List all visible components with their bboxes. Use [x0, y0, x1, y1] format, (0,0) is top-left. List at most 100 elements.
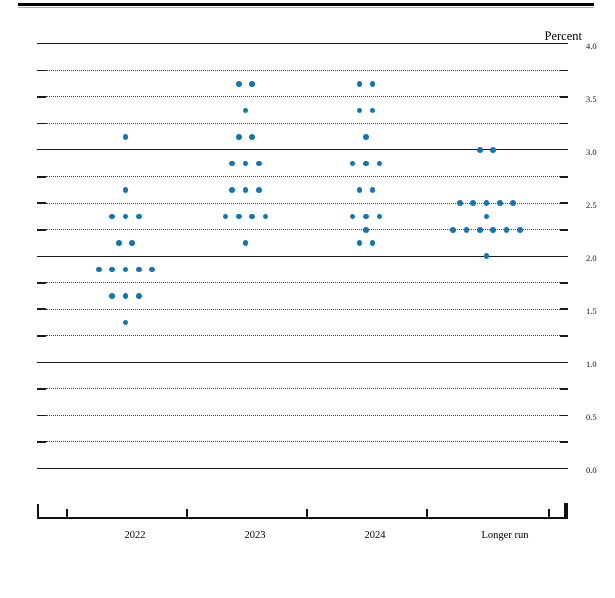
gridline-left-cap [37, 441, 46, 443]
projection-dot [242, 160, 249, 167]
projection-dot [249, 213, 255, 220]
projection-dot [96, 266, 102, 273]
projection-dot [356, 107, 363, 114]
projection-dot [229, 187, 235, 193]
top-border-rule-shadow [18, 6, 594, 8]
y-tick-label: 2.0 [586, 252, 597, 263]
projection-dot [450, 226, 457, 233]
projection-dot [457, 200, 463, 206]
projection-dot [236, 134, 242, 140]
gridline-solid [37, 361, 568, 363]
gridline-right-cap [559, 334, 568, 337]
gridline-right-cap [559, 388, 568, 390]
projection-dot [242, 240, 249, 246]
y-tick-label: 3.5 [586, 93, 597, 104]
y-tick-label: 3.0 [586, 146, 597, 157]
x-category-label: 2022 [124, 530, 146, 541]
projection-dot [356, 80, 363, 87]
y-tick-label: 1.0 [586, 358, 597, 369]
gridline-dotted [45, 441, 560, 443]
projection-dot [236, 80, 242, 87]
gridline-left-cap [37, 175, 46, 178]
projection-dot [369, 107, 376, 114]
projection-dot [109, 213, 115, 220]
projection-dot [109, 293, 115, 299]
projection-dot [149, 266, 155, 273]
x-axis-left-endcap [37, 504, 39, 519]
x-category-label: 2024 [364, 530, 386, 541]
projection-dot [236, 213, 242, 220]
projection-dot [122, 293, 129, 299]
gridline-left-cap [37, 388, 46, 390]
y-axis-unit-label: Percent [544, 29, 582, 43]
gridline-left-cap [37, 202, 46, 205]
projection-dot [363, 226, 369, 233]
projection-dot [369, 240, 376, 246]
gridline-left-cap [37, 281, 46, 284]
gridline-right-cap [559, 202, 568, 205]
gridline-right-cap [559, 69, 568, 72]
projection-dot [256, 187, 262, 193]
projection-dot [483, 253, 490, 260]
gridline-solid [37, 149, 568, 151]
gridline-right-cap [559, 441, 568, 443]
projection-dot [510, 200, 516, 206]
projection-dot [483, 213, 490, 220]
x-category-label: Longer run [481, 530, 529, 541]
projection-dot [256, 160, 262, 167]
x-axis-line [37, 517, 568, 519]
projection-dot [109, 266, 115, 273]
projection-dot [363, 134, 369, 140]
projection-dot [136, 293, 142, 299]
x-axis-tick [186, 509, 188, 519]
gridline-dotted [45, 96, 560, 98]
projection-dot [503, 226, 510, 233]
gridline-right-cap [559, 122, 568, 125]
projection-dot [363, 160, 369, 167]
gridline-right-cap [559, 175, 568, 178]
projection-dot [369, 187, 376, 193]
y-tick-label: 2.5 [586, 199, 597, 210]
projection-dot [356, 187, 363, 193]
y-tick-label: 0.5 [586, 411, 597, 422]
projection-dot [242, 187, 249, 193]
gridline-right-cap [559, 281, 568, 284]
gridline-dotted [45, 335, 560, 337]
gridline-left-cap [37, 308, 46, 311]
gridline-dotted [45, 229, 560, 231]
projection-dot [516, 226, 523, 233]
projection-dot [463, 226, 470, 233]
gridline-dotted [45, 282, 560, 284]
projection-dot [376, 160, 383, 167]
projection-dot [369, 80, 376, 87]
projection-dot [242, 107, 249, 114]
projection-dot [116, 240, 122, 246]
x-axis-tick [66, 509, 68, 519]
projection-dot [249, 134, 255, 140]
y-tick-label: 4.0 [586, 40, 597, 51]
gridline-dotted [45, 388, 560, 390]
projection-dot [477, 226, 483, 233]
projection-dot [136, 213, 142, 220]
top-border-rule [18, 3, 594, 6]
gridline-solid [37, 43, 568, 45]
projection-dot [222, 213, 229, 220]
projection-dot [490, 147, 496, 153]
projection-dot [229, 160, 235, 167]
projection-dot [122, 266, 129, 273]
gridline-right-cap [559, 96, 568, 98]
projection-dot [483, 200, 490, 206]
y-tick-label: 0.0 [586, 465, 597, 475]
projection-dot [249, 80, 255, 87]
x-category-label: 2023 [244, 530, 266, 541]
projection-dot [497, 200, 503, 206]
projection-dot [129, 240, 135, 246]
projection-dot [356, 240, 363, 246]
x-axis-tick [548, 509, 550, 519]
x-axis-right-endcap [563, 503, 568, 519]
projection-dot [470, 200, 476, 206]
gridline-dotted [45, 308, 560, 310]
gridline-solid [37, 255, 568, 257]
gridline-dotted [45, 122, 560, 124]
